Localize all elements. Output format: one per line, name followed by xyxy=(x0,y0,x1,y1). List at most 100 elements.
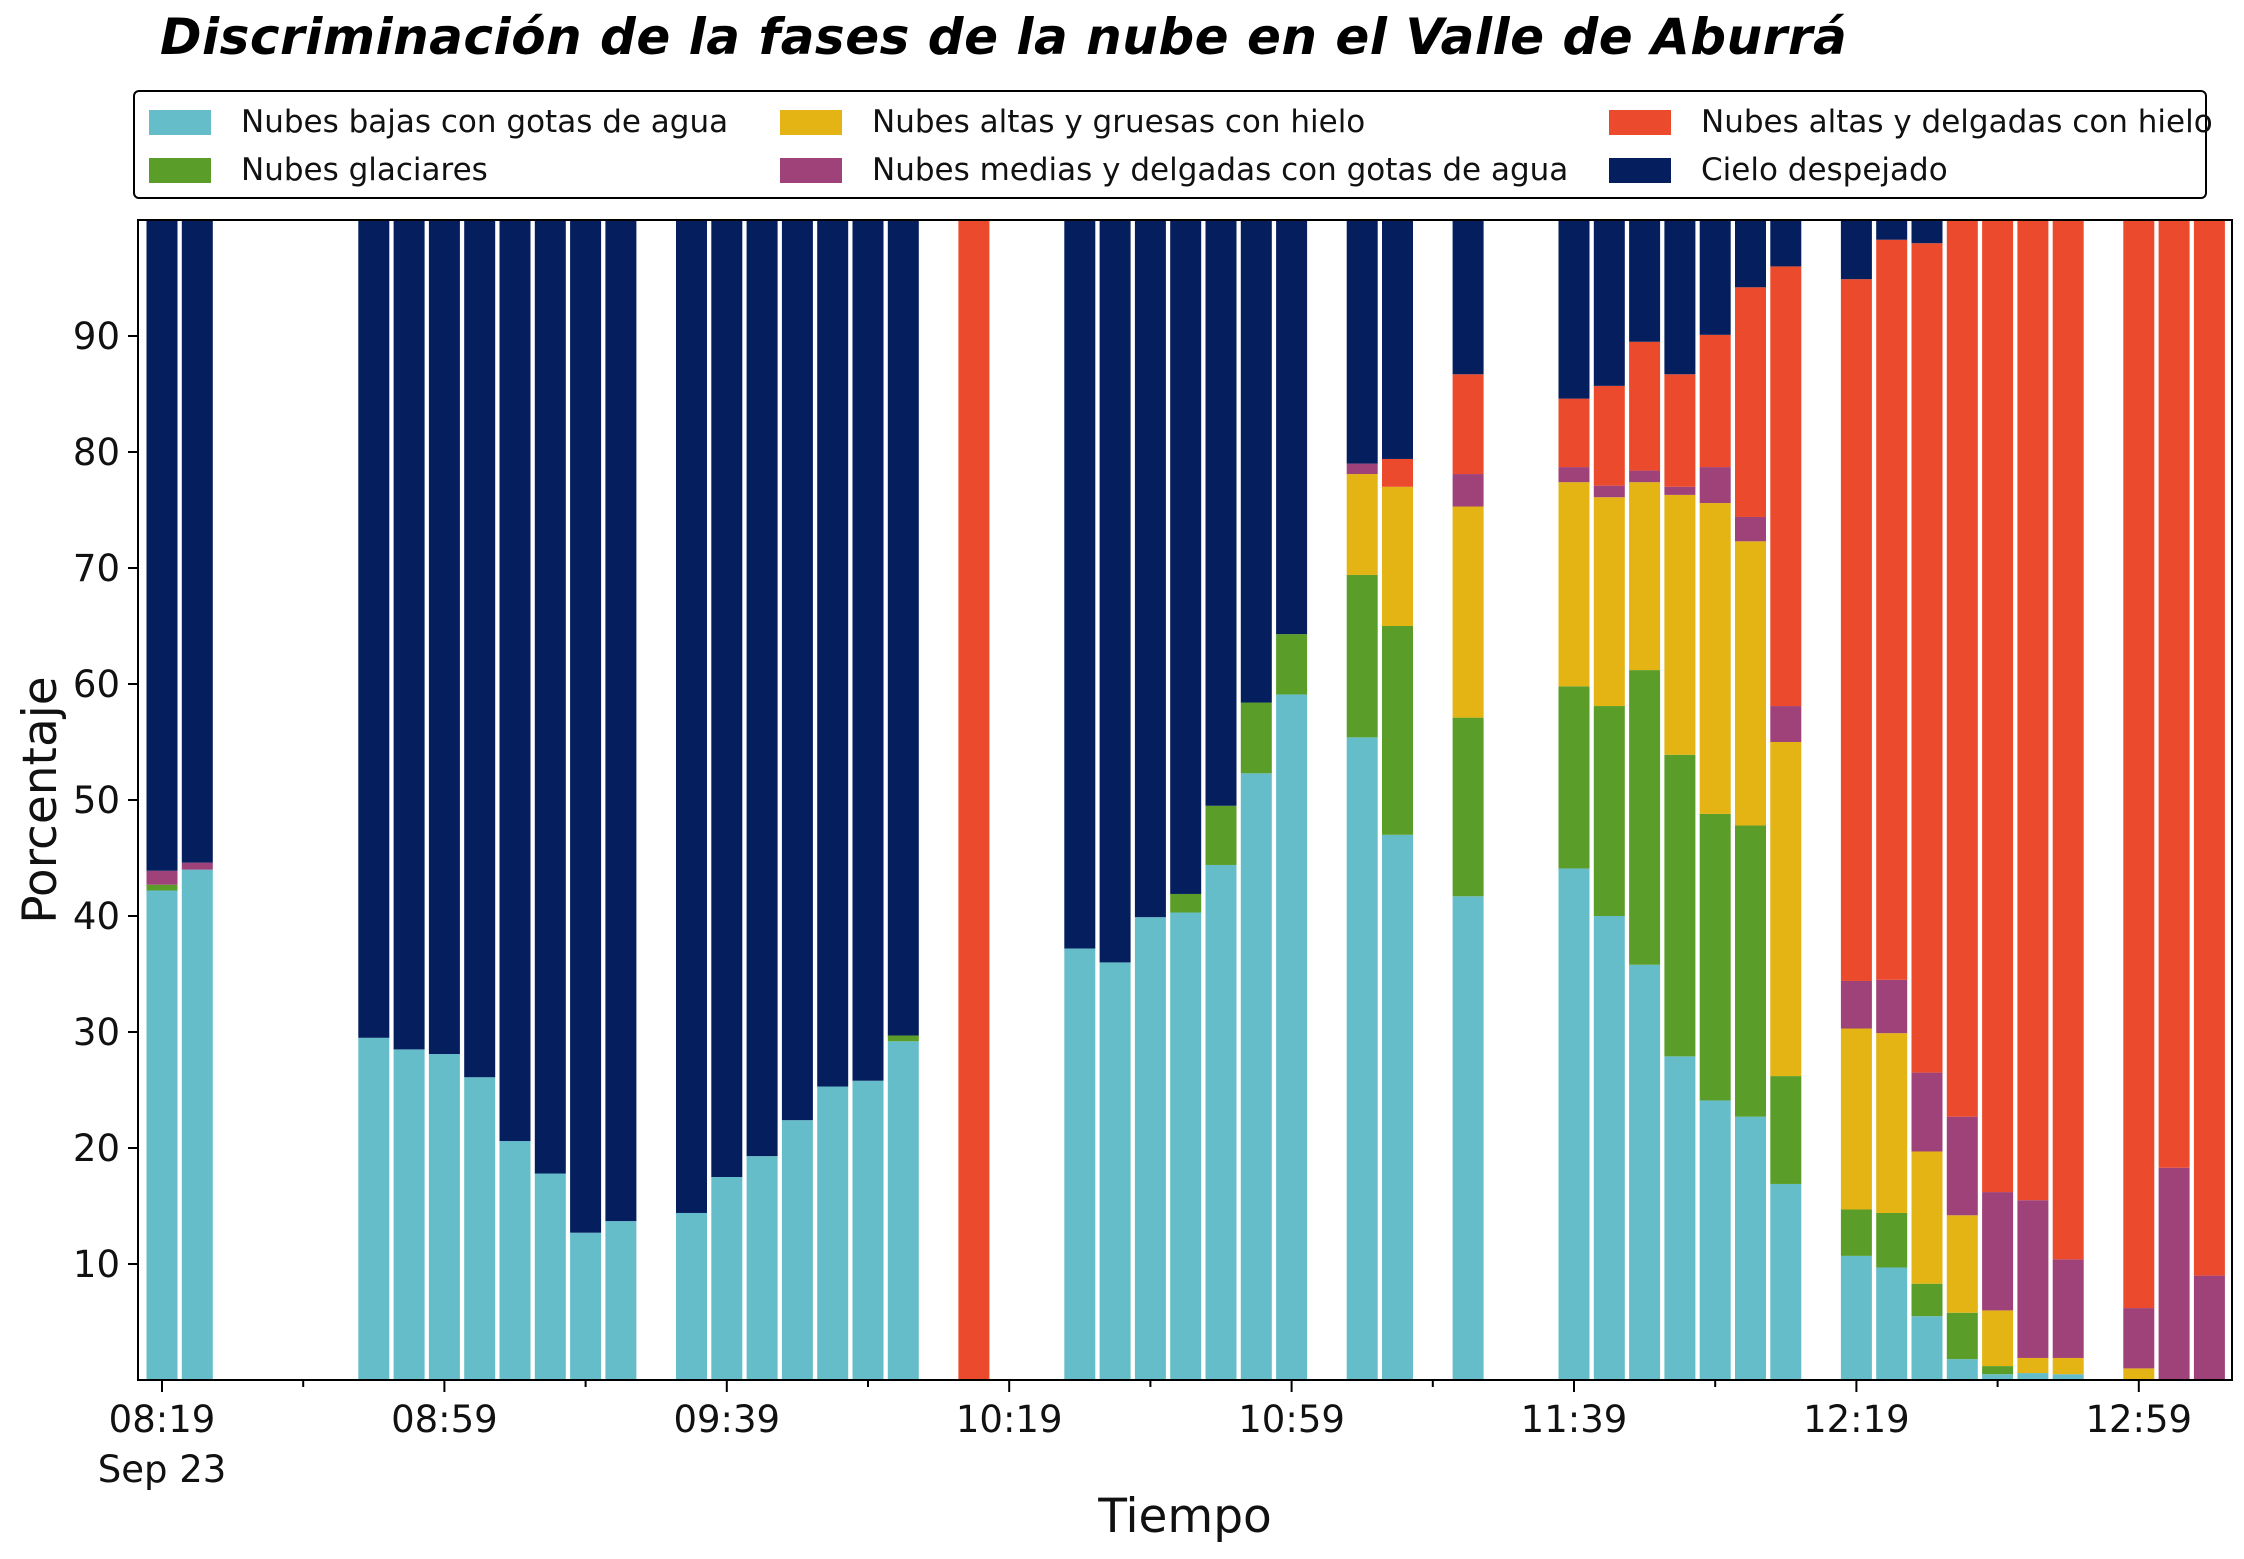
bar-segment-0819-s0 xyxy=(146,890,178,1380)
bar-segment-1209-s4 xyxy=(1770,266,1802,707)
bar-segment-1229-s4 xyxy=(1911,243,1943,1073)
bar-segment-0819-s1 xyxy=(146,884,178,891)
x-tick-label: 12:59 xyxy=(2085,1398,2192,1441)
bar-segment-1234-s4 xyxy=(1946,220,1978,1117)
y-tick-label: 80 xyxy=(73,431,120,474)
bar-segment-1209-s1 xyxy=(1770,1076,1802,1184)
bar-segment-0954-s5 xyxy=(817,220,849,1087)
bar-segment-1004-s1 xyxy=(887,1035,919,1042)
bar-segment-1139-s1 xyxy=(1558,686,1590,869)
legend-item-nubes-bajas: Nubes bajas con gotas de agua xyxy=(149,102,728,142)
bar-segment-1234-s0 xyxy=(1946,1359,1978,1380)
bar-segment-0919-s5 xyxy=(570,220,602,1233)
bar-segment-1124-s1 xyxy=(1452,717,1484,897)
bar-segment-1004-s5 xyxy=(887,220,919,1036)
bar-segment-1239-s2 xyxy=(1982,1310,2014,1367)
x-tick-label: 10:19 xyxy=(956,1398,1063,1441)
y-tick-label: 40 xyxy=(73,895,120,938)
bar-segment-1249-s3 xyxy=(2052,1259,2084,1358)
legend-item-nubes-glaciares: Nubes glaciares xyxy=(149,150,488,190)
bar-segment-1239-s1 xyxy=(1982,1366,2014,1375)
bar-segment-1144-s4 xyxy=(1593,385,1625,486)
bar-segment-1244-s3 xyxy=(2017,1200,2049,1358)
bar-segment-1259-s4 xyxy=(2123,220,2155,1309)
legend-swatch xyxy=(780,109,842,135)
bar-segment-1139-s5 xyxy=(1558,220,1590,399)
bar-segment-1309-s4 xyxy=(2193,220,2225,1276)
bar-segment-0944-s0 xyxy=(746,1156,778,1380)
bar-segment-1259-s3 xyxy=(2123,1308,2155,1369)
bar-segment-1224-s1 xyxy=(1876,1212,1908,1268)
bar-segment-1109-s2 xyxy=(1346,474,1378,575)
x-axis-label: Tiempo xyxy=(1097,1489,1272,1544)
bar-segment-1054-s0 xyxy=(1240,773,1272,1380)
bar-segment-1204-s0 xyxy=(1735,1116,1766,1380)
bar-segment-1144-s2 xyxy=(1593,497,1625,707)
bar-segment-0954-s0 xyxy=(817,1086,849,1380)
bar-segment-0959-s0 xyxy=(852,1080,884,1380)
bar-segment-1304-s4 xyxy=(2158,220,2190,1168)
bar-segment-0849-s5 xyxy=(358,220,390,1038)
bar-segment-0924-s5 xyxy=(605,220,637,1222)
bar-segment-1224-s2 xyxy=(1876,1033,1908,1213)
legend-label: Nubes bajas con gotas de agua xyxy=(241,104,729,140)
bar-segment-1209-s0 xyxy=(1770,1183,1802,1380)
legend-item-nubes-altas-gruesas: Nubes altas y gruesas con hielo xyxy=(780,102,1365,142)
bar-segment-1004-s0 xyxy=(887,1041,919,1380)
bar-segment-1139-s0 xyxy=(1558,868,1590,1380)
legend-swatch xyxy=(1609,157,1671,183)
legend-label: Nubes altas y gruesas con hielo xyxy=(872,104,1366,140)
bar-segment-0824-s0 xyxy=(181,869,213,1380)
bar-segment-1239-s0 xyxy=(1982,1374,2014,1380)
y-tick-label: 60 xyxy=(73,663,120,706)
bar-segment-1149-s5 xyxy=(1629,220,1661,342)
bar-segment-1239-s4 xyxy=(1982,220,2014,1193)
bar-segment-1014-s4 xyxy=(958,220,990,1380)
bar-segment-1234-s3 xyxy=(1946,1116,1978,1216)
bar-segment-0914-s5 xyxy=(534,220,566,1174)
y-axis: 10 20 30 40 50 60 70 80 90 xyxy=(73,315,138,1286)
legend: Nubes bajas con gotas de agua Nubes glac… xyxy=(133,90,2213,199)
bar-segment-1219-s0 xyxy=(1840,1255,1872,1380)
legend-swatch xyxy=(1609,109,1671,135)
bar-segment-0824-s5 xyxy=(181,220,213,863)
bar-segment-1224-s4 xyxy=(1876,239,1908,980)
bar-segment-1034-s0 xyxy=(1099,962,1131,1380)
legend-label: Nubes glaciares xyxy=(241,152,488,188)
bar-segment-1224-s5 xyxy=(1876,220,1908,240)
bar-segment-1229-s0 xyxy=(1911,1316,1943,1380)
legend-swatch xyxy=(149,109,211,135)
bar-segment-0824-s3 xyxy=(181,862,213,870)
bar-segment-1114-s1 xyxy=(1382,626,1413,835)
bar-segment-1149-s0 xyxy=(1629,964,1661,1380)
bar-segment-1154-s1 xyxy=(1664,754,1696,1057)
bar-segment-1249-s0 xyxy=(2052,1374,2084,1380)
bar-segment-0904-s5 xyxy=(464,220,496,1078)
bars-group xyxy=(146,220,2225,1380)
bar-segment-1234-s2 xyxy=(1946,1215,1978,1313)
bar-segment-1109-s5 xyxy=(1346,220,1378,464)
bar-segment-1244-s2 xyxy=(2017,1357,2049,1374)
bar-segment-1144-s0 xyxy=(1593,916,1625,1380)
bar-segment-0959-s5 xyxy=(852,220,884,1081)
y-tick-label: 90 xyxy=(73,315,120,358)
bar-segment-1124-s4 xyxy=(1452,374,1484,475)
bar-segment-0854-s0 xyxy=(393,1049,425,1380)
bar-segment-0924-s0 xyxy=(605,1221,637,1380)
bar-segment-0934-s5 xyxy=(676,220,707,1213)
bar-segment-1029-s5 xyxy=(1064,220,1096,949)
legend-label: Cielo despejado xyxy=(1701,152,1948,188)
bar-segment-1114-s5 xyxy=(1382,220,1413,459)
legend-item-cielo-despejado: Cielo despejado xyxy=(1609,150,1948,190)
bar-segment-1029-s0 xyxy=(1064,948,1096,1380)
bar-segment-0939-s5 xyxy=(711,220,743,1177)
bar-segment-1144-s5 xyxy=(1593,220,1625,386)
bar-segment-1139-s4 xyxy=(1558,398,1590,468)
bar-segment-1229-s5 xyxy=(1911,220,1943,244)
bar-segment-1154-s3 xyxy=(1664,486,1696,495)
chart-title: Discriminación de la fases de la nube en… xyxy=(160,8,1848,66)
x-tick-label: 10:59 xyxy=(1238,1398,1345,1441)
bar-segment-1219-s3 xyxy=(1840,980,1872,1029)
bar-segment-1149-s3 xyxy=(1629,470,1661,483)
